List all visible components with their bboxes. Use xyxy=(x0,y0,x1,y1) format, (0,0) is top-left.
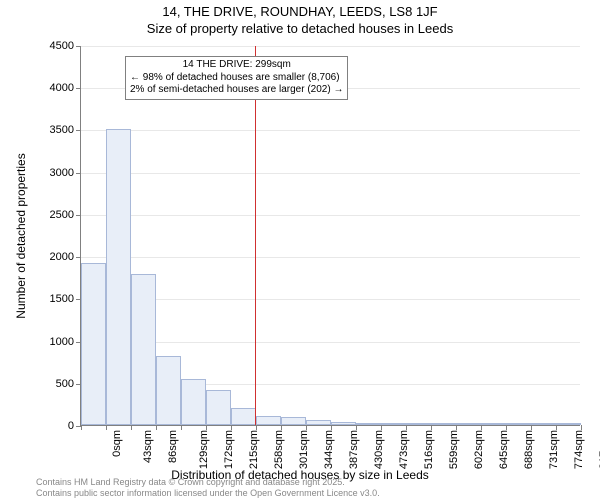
y-tick xyxy=(76,46,81,47)
y-tick-label: 2000 xyxy=(14,251,74,263)
x-tick-label: 731sqm xyxy=(548,430,560,469)
x-tick xyxy=(106,425,107,430)
y-tick xyxy=(76,215,81,216)
y-tick xyxy=(76,88,81,89)
annotation-right: 2% of semi-detached houses are larger (2… xyxy=(130,84,343,97)
histogram-bar xyxy=(181,379,206,425)
x-tick-label: 645sqm xyxy=(498,430,510,469)
annotation-box: 14 THE DRIVE: 299sqm← 98% of detached ho… xyxy=(125,56,348,100)
histogram-bar xyxy=(131,274,156,425)
x-tick-label: 387sqm xyxy=(348,430,360,469)
histogram-bar xyxy=(81,263,106,425)
annotation-left: ← 98% of detached houses are smaller (8,… xyxy=(130,72,343,85)
x-tick-label: 215sqm xyxy=(248,430,260,469)
x-tick-label: 516sqm xyxy=(423,430,435,469)
y-tick-label: 3000 xyxy=(14,167,74,179)
x-tick-label: 344sqm xyxy=(323,430,335,469)
footer-line-2: Contains public sector information licen… xyxy=(36,488,380,498)
x-tick xyxy=(131,425,132,430)
x-tick-label: 0sqm xyxy=(111,430,123,457)
y-tick-label: 0 xyxy=(14,420,74,432)
x-tick-label: 688sqm xyxy=(523,430,535,469)
annotation-title: 14 THE DRIVE: 299sqm xyxy=(130,59,343,72)
title-line-1: 14, THE DRIVE, ROUNDHAY, LEEDS, LS8 1JF xyxy=(0,4,600,21)
x-tick xyxy=(156,425,157,430)
x-tick-label: 86sqm xyxy=(167,430,179,463)
y-tick-label: 4000 xyxy=(14,82,74,94)
histogram-bar xyxy=(156,356,181,425)
x-tick-label: 473sqm xyxy=(398,430,410,469)
x-tick-label: 43sqm xyxy=(142,430,154,463)
histogram-bar xyxy=(306,420,331,425)
gridline xyxy=(81,130,580,131)
x-tick xyxy=(181,425,182,430)
histogram-bar xyxy=(356,423,381,425)
title-line-2: Size of property relative to detached ho… xyxy=(0,21,600,38)
histogram-bar xyxy=(556,423,581,425)
histogram-bar xyxy=(406,423,431,425)
y-tick-label: 4500 xyxy=(14,40,74,52)
chart-title-block: 14, THE DRIVE, ROUNDHAY, LEEDS, LS8 1JF … xyxy=(0,4,600,38)
histogram-chart: 14 THE DRIVE: 299sqm← 98% of detached ho… xyxy=(80,46,580,426)
x-tick-label: 301sqm xyxy=(298,430,310,469)
gridline xyxy=(81,257,580,258)
histogram-bar xyxy=(531,423,556,425)
gridline xyxy=(81,215,580,216)
y-tick xyxy=(76,130,81,131)
histogram-bar xyxy=(206,390,231,425)
y-tick-label: 1000 xyxy=(14,336,74,348)
histogram-bar xyxy=(256,416,281,425)
x-tick-label: 258sqm xyxy=(273,430,285,469)
y-tick-label: 1500 xyxy=(14,293,74,305)
x-tick-label: 602sqm xyxy=(473,430,485,469)
histogram-bar xyxy=(456,423,481,425)
y-tick-label: 3500 xyxy=(14,124,74,136)
y-tick-label: 2500 xyxy=(14,209,74,221)
x-tick-label: 430sqm xyxy=(373,430,385,469)
gridline xyxy=(81,46,580,47)
histogram-bar xyxy=(231,408,256,425)
footer-line-1: Contains HM Land Registry data © Crown c… xyxy=(36,477,380,487)
reference-line xyxy=(255,46,256,425)
histogram-bar xyxy=(506,423,531,425)
histogram-bar xyxy=(106,129,131,425)
histogram-bar xyxy=(431,423,456,425)
x-tick-label: 774sqm xyxy=(573,430,585,469)
y-tick xyxy=(76,257,81,258)
x-tick-label: 559sqm xyxy=(448,430,460,469)
y-tick-label: 500 xyxy=(14,378,74,390)
x-tick-label: 172sqm xyxy=(223,430,235,469)
gridline xyxy=(81,173,580,174)
histogram-bar xyxy=(481,423,506,425)
x-tick xyxy=(81,425,82,430)
attribution-footer: Contains HM Land Registry data © Crown c… xyxy=(36,477,380,498)
histogram-bar xyxy=(331,422,356,425)
histogram-bar xyxy=(281,417,306,425)
plot-area: 14 THE DRIVE: 299sqm← 98% of detached ho… xyxy=(80,46,580,426)
y-tick xyxy=(76,173,81,174)
histogram-bar xyxy=(381,423,406,425)
x-tick-label: 129sqm xyxy=(198,430,210,469)
